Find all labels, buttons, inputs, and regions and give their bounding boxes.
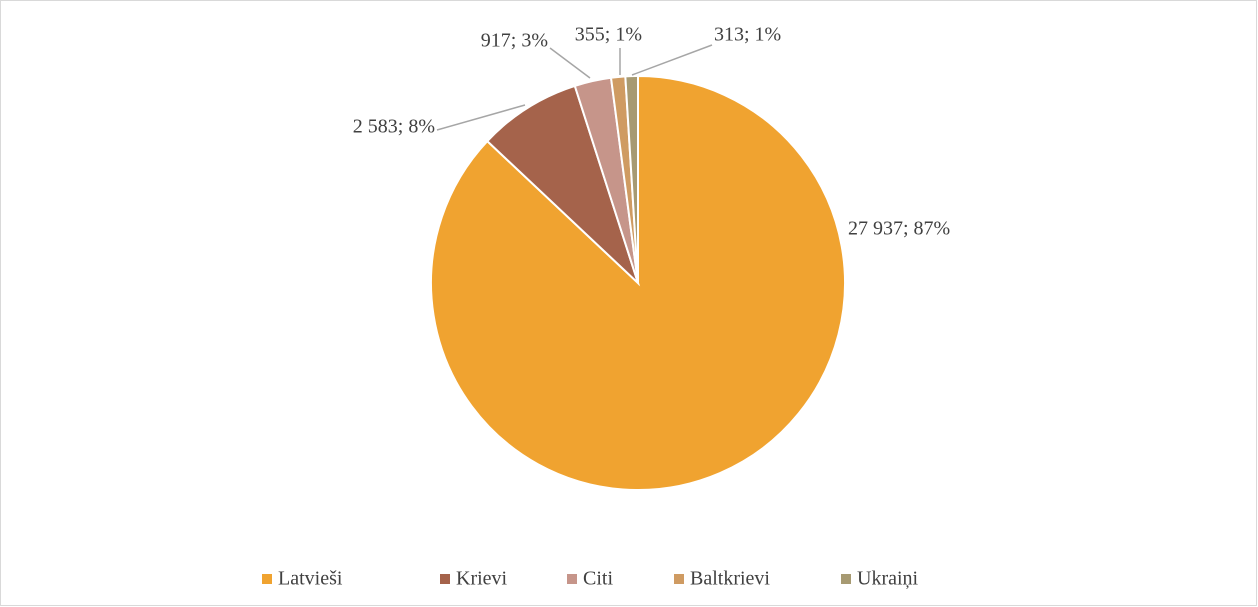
leader-line [631, 44, 713, 76]
legend-marker [567, 574, 577, 584]
data-label: 27 937; 87% [848, 218, 950, 240]
legend-label: Ukraiņi [857, 568, 919, 590]
data-label: 313; 1% [714, 24, 781, 46]
pie-slice [485, 84, 641, 287]
leader-line [549, 47, 591, 79]
data-label: 2 583; 8% [353, 116, 435, 138]
data-label: 917; 3% [481, 30, 548, 52]
legend-label: Citi [583, 568, 613, 590]
legend-marker [262, 574, 272, 584]
pie-slice [624, 74, 639, 284]
legend-label: Krievi [456, 568, 508, 590]
data-label: 355; 1% [575, 24, 642, 46]
legend-marker [440, 574, 450, 584]
pie-slice [430, 74, 846, 491]
leader-line [436, 104, 526, 131]
legend-marker [674, 574, 684, 584]
legend-label: Latvieši [278, 568, 343, 590]
legend-marker [841, 574, 851, 584]
legend-label: Baltkrievi [690, 568, 770, 590]
